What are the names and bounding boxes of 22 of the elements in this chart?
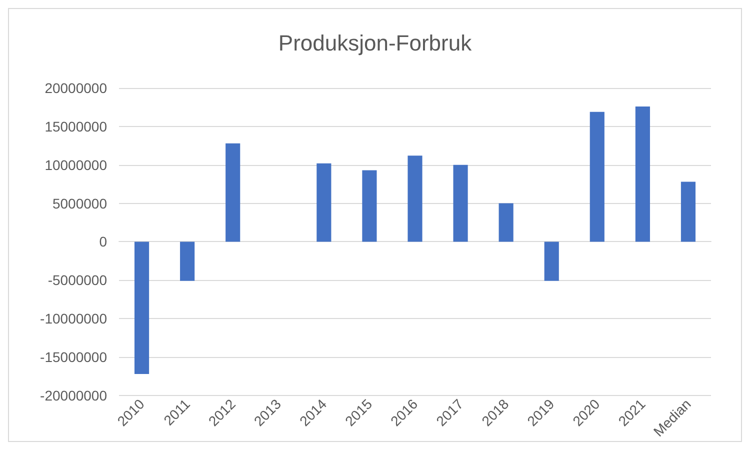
bar (635, 106, 650, 242)
bar (226, 143, 240, 242)
y-tick-label: 5000000 (52, 195, 108, 212)
bar (408, 156, 422, 242)
y-tick-label: 0 (99, 234, 108, 250)
bar (134, 242, 150, 374)
y-tick-label: -5000000 (48, 272, 108, 288)
y-tick-label: -15000000 (40, 349, 108, 366)
bar (316, 163, 332, 242)
chart-title: Produksjon-Forbruk (278, 30, 473, 56)
bar (362, 170, 377, 242)
bar (590, 112, 604, 242)
y-tick-label: 20000000 (44, 80, 108, 96)
bar (180, 242, 195, 281)
bar (453, 164, 468, 242)
y-tick-label: -10000000 (40, 310, 108, 327)
bar (544, 242, 559, 281)
bar (680, 182, 696, 242)
y-tick-label: 10000000 (44, 156, 108, 173)
y-tick-label: -20000000 (40, 387, 108, 404)
y-tick-label: 15000000 (44, 118, 108, 134)
bar (498, 203, 514, 242)
